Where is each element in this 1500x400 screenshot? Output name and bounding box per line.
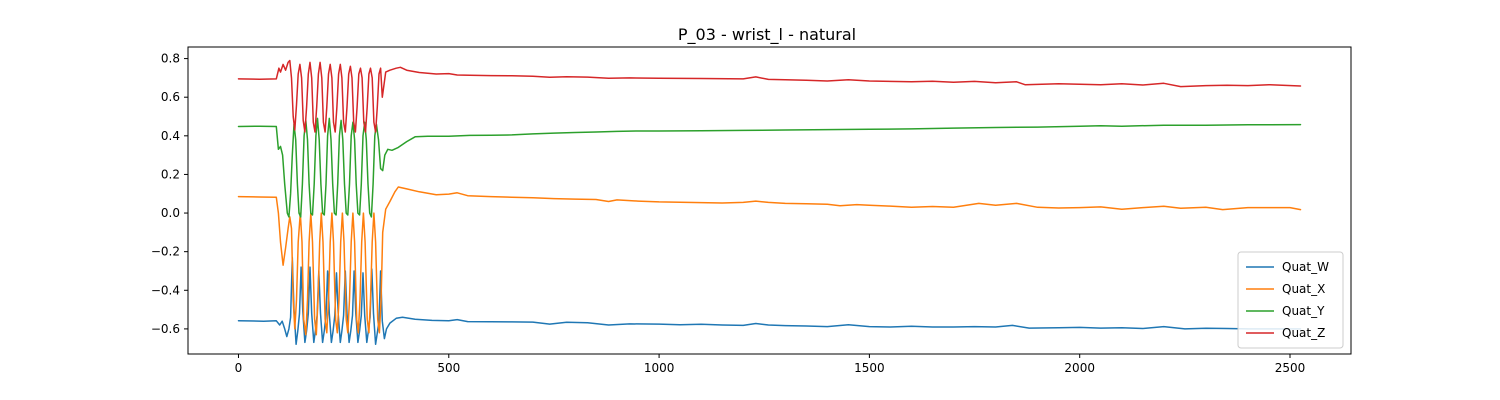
x-axis: 0 500 1000 1500 2000 2500 <box>235 354 1306 375</box>
y-tick-label: 0.8 <box>161 52 180 66</box>
legend-label-quat-x: Quat_X <box>1282 282 1325 296</box>
x-tick-label: 500 <box>437 361 460 375</box>
y-tick-label: 0.6 <box>161 90 180 104</box>
y-tick-label: −0.2 <box>151 245 180 259</box>
legend-label-quat-w: Quat_W <box>1282 260 1329 274</box>
x-tick-label: 1000 <box>644 361 675 375</box>
x-tick-label: 0 <box>235 361 243 375</box>
series-line-quat-w <box>237 256 1302 346</box>
y-tick-label: −0.6 <box>151 322 180 336</box>
axes-frame <box>187 46 1352 355</box>
legend: Quat_W Quat_X Quat_Y Quat_Z <box>1237 251 1344 349</box>
y-tick-label: 0.2 <box>161 167 180 181</box>
x-tick-label: 2500 <box>1275 361 1306 375</box>
series-line-quat-z <box>237 59 1302 133</box>
x-tick-label: 1500 <box>854 361 885 375</box>
legend-label-quat-y: Quat_Y <box>1282 304 1325 318</box>
legend-box <box>1237 251 1344 349</box>
y-tick-label: 0.4 <box>161 129 180 143</box>
series-line-quat-x <box>237 186 1302 336</box>
y-axis: −0.6 −0.4 −0.2 0.0 0.2 0.4 0.6 0.8 <box>151 52 188 336</box>
x-tick-label: 2000 <box>1064 361 1095 375</box>
y-tick-label: −0.4 <box>151 283 180 297</box>
chart-title: P_03 - wrist_l - natural <box>678 25 856 45</box>
plot-area: 0 500 1000 1500 2000 2500 −0.6 −0.4 −0.2 0.0 0.2 0… <box>151 46 1352 375</box>
series-line-quat-y <box>237 117 1302 218</box>
y-tick-label: 0.0 <box>161 206 180 220</box>
series-layer <box>237 59 1302 346</box>
legend-label-quat-z: Quat_Z <box>1282 326 1325 340</box>
